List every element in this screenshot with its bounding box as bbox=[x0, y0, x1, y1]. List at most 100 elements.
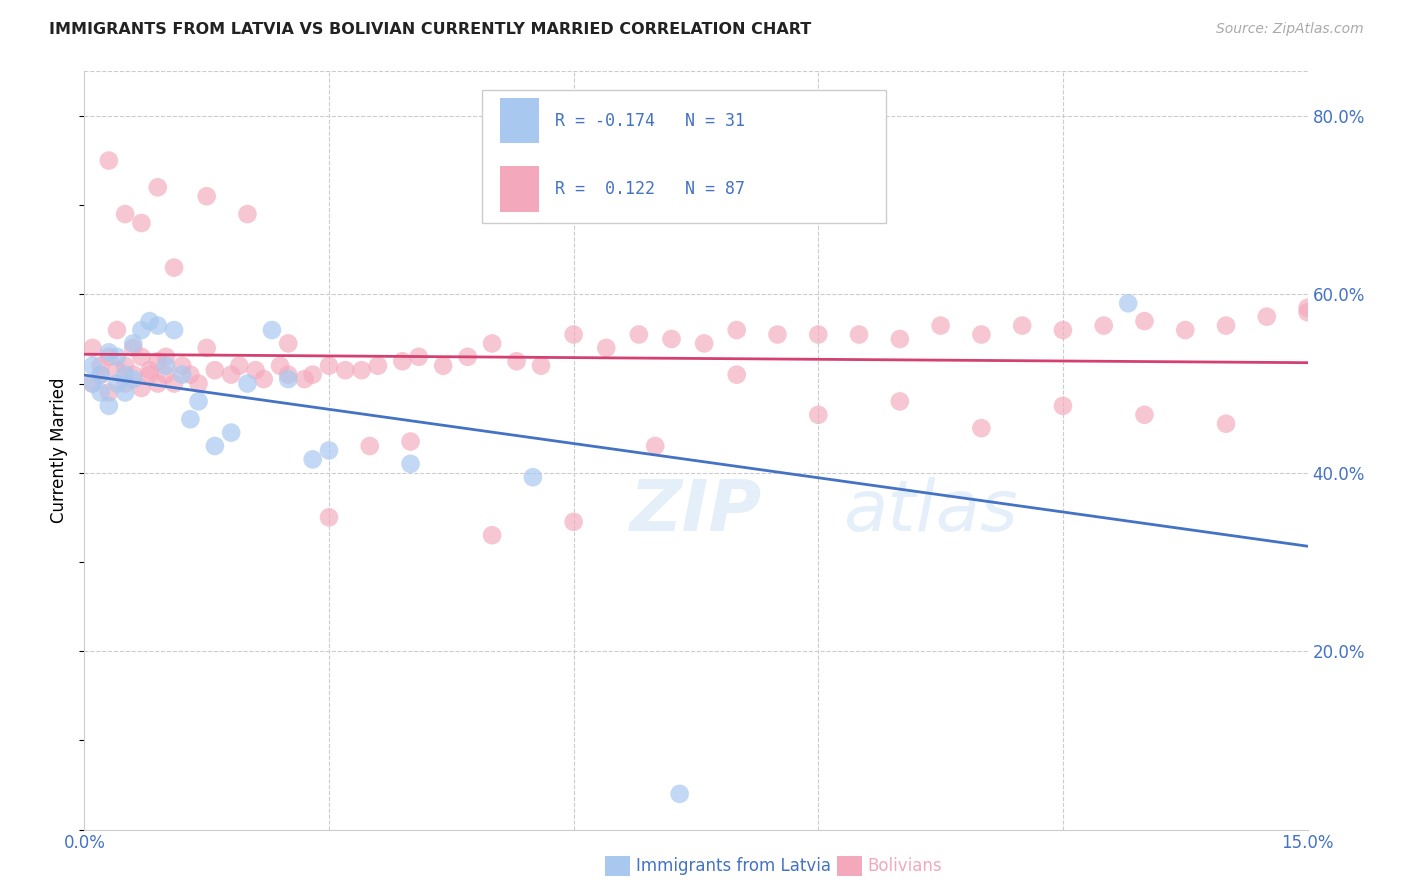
Point bbox=[114, 359, 136, 373]
Point bbox=[114, 207, 136, 221]
Point bbox=[391, 354, 413, 368]
Point bbox=[530, 359, 553, 373]
Point bbox=[1052, 323, 1074, 337]
Point bbox=[457, 350, 479, 364]
Point bbox=[82, 376, 104, 391]
Point bbox=[725, 323, 748, 337]
Point bbox=[131, 350, 153, 364]
Point bbox=[929, 318, 952, 333]
Point bbox=[562, 515, 585, 529]
Point bbox=[131, 381, 153, 395]
Point bbox=[204, 439, 226, 453]
Text: Bolivians: Bolivians bbox=[868, 857, 942, 875]
Point bbox=[595, 341, 617, 355]
Point bbox=[725, 368, 748, 382]
Point bbox=[114, 376, 136, 391]
Point bbox=[1011, 318, 1033, 333]
Point bbox=[82, 341, 104, 355]
Bar bbox=[501, 98, 540, 144]
Point bbox=[155, 368, 177, 382]
Point bbox=[82, 376, 104, 391]
Point bbox=[367, 359, 389, 373]
Point bbox=[1092, 318, 1115, 333]
Point bbox=[1174, 323, 1197, 337]
Point bbox=[562, 327, 585, 342]
Point bbox=[236, 376, 259, 391]
Point bbox=[807, 327, 830, 342]
Point bbox=[766, 327, 789, 342]
Y-axis label: Currently Married: Currently Married bbox=[51, 377, 69, 524]
Point bbox=[661, 332, 683, 346]
Text: IMMIGRANTS FROM LATVIA VS BOLIVIAN CURRENTLY MARRIED CORRELATION CHART: IMMIGRANTS FROM LATVIA VS BOLIVIAN CURRE… bbox=[49, 22, 811, 37]
Point bbox=[294, 372, 316, 386]
Point bbox=[1215, 318, 1237, 333]
Point bbox=[105, 323, 128, 337]
Point bbox=[277, 372, 299, 386]
Point bbox=[693, 336, 716, 351]
Point bbox=[1296, 305, 1319, 319]
Point bbox=[970, 421, 993, 435]
Point bbox=[277, 336, 299, 351]
Point bbox=[970, 327, 993, 342]
Point bbox=[172, 359, 194, 373]
Point bbox=[807, 408, 830, 422]
Text: ZIP: ZIP bbox=[630, 476, 762, 546]
Text: R =  0.122   N = 87: R = 0.122 N = 87 bbox=[555, 180, 745, 198]
Point bbox=[163, 323, 186, 337]
Point bbox=[627, 327, 650, 342]
Bar bbox=[501, 166, 540, 211]
Point bbox=[146, 180, 169, 194]
Point bbox=[1296, 301, 1319, 315]
Point bbox=[848, 327, 870, 342]
Point bbox=[179, 368, 201, 382]
Point bbox=[131, 216, 153, 230]
Point bbox=[359, 439, 381, 453]
Point bbox=[131, 323, 153, 337]
Point bbox=[155, 350, 177, 364]
Point bbox=[1133, 408, 1156, 422]
Text: R = -0.174   N = 31: R = -0.174 N = 31 bbox=[555, 112, 745, 129]
Point bbox=[1052, 399, 1074, 413]
Point bbox=[97, 350, 120, 364]
Point bbox=[1256, 310, 1278, 324]
Point bbox=[138, 363, 160, 377]
Point bbox=[301, 368, 323, 382]
Point bbox=[1215, 417, 1237, 431]
Point bbox=[1133, 314, 1156, 328]
Point bbox=[318, 510, 340, 524]
Point bbox=[432, 359, 454, 373]
Point bbox=[138, 368, 160, 382]
Point bbox=[90, 385, 112, 400]
Point bbox=[97, 399, 120, 413]
Text: Immigrants from Latvia: Immigrants from Latvia bbox=[636, 857, 831, 875]
Point bbox=[260, 323, 283, 337]
Point bbox=[204, 363, 226, 377]
Point bbox=[97, 153, 120, 168]
Point bbox=[195, 341, 218, 355]
Point bbox=[269, 359, 291, 373]
Point bbox=[179, 412, 201, 426]
Point bbox=[277, 368, 299, 382]
Point bbox=[644, 439, 666, 453]
Point bbox=[399, 457, 422, 471]
Point bbox=[90, 368, 112, 382]
Point bbox=[155, 359, 177, 373]
Point bbox=[481, 528, 503, 542]
Point bbox=[889, 394, 911, 409]
Point bbox=[90, 368, 112, 382]
Point bbox=[335, 363, 357, 377]
Point bbox=[122, 336, 145, 351]
Point bbox=[219, 425, 242, 440]
Point bbox=[97, 345, 120, 359]
Point bbox=[245, 363, 267, 377]
Point bbox=[350, 363, 373, 377]
Point bbox=[163, 260, 186, 275]
Point bbox=[236, 207, 259, 221]
Point bbox=[505, 354, 527, 368]
Point bbox=[163, 376, 186, 391]
Point bbox=[146, 376, 169, 391]
Point bbox=[122, 372, 145, 386]
Point bbox=[97, 385, 120, 400]
Point bbox=[105, 376, 128, 391]
Point bbox=[481, 336, 503, 351]
